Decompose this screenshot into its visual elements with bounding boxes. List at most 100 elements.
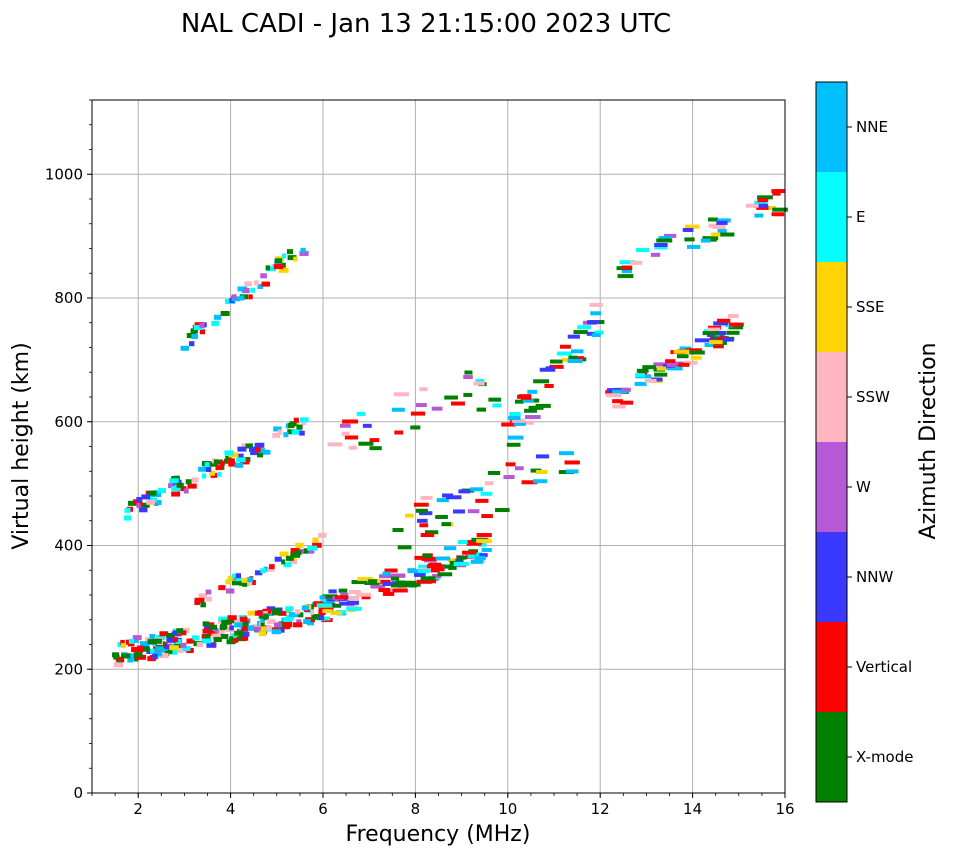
echo-point xyxy=(271,629,282,635)
echo-point xyxy=(250,450,260,456)
echo-point xyxy=(200,602,206,608)
echo-point xyxy=(198,466,207,472)
echo-point xyxy=(225,579,231,585)
x-tick-label: 14 xyxy=(683,800,702,818)
echo-point xyxy=(248,294,253,300)
echo-point xyxy=(539,367,556,372)
echo-point xyxy=(294,609,301,615)
y-tick-label: 1000 xyxy=(45,165,83,183)
echo-point xyxy=(635,247,650,252)
echo-point xyxy=(453,561,469,566)
echo-point xyxy=(356,411,366,416)
echo-point xyxy=(139,507,148,513)
echo-point xyxy=(342,419,359,424)
echo-point xyxy=(193,325,204,331)
echo-point xyxy=(505,462,516,467)
echo-point xyxy=(413,502,429,507)
echo-point xyxy=(260,273,267,279)
echo-point xyxy=(394,430,404,435)
echo-point xyxy=(612,389,628,394)
echo-point xyxy=(194,597,205,603)
echo-point xyxy=(724,323,734,328)
echo-point xyxy=(418,564,434,569)
echo-point xyxy=(313,614,320,620)
echo-point xyxy=(415,569,431,574)
echo-point xyxy=(152,653,158,659)
echo-point xyxy=(568,355,578,360)
echo-point xyxy=(419,387,428,392)
echo-point xyxy=(299,430,305,436)
echo-point xyxy=(234,619,243,625)
echo-point xyxy=(217,630,225,636)
echo-point xyxy=(285,555,294,561)
echo-point xyxy=(220,310,230,316)
echo-point xyxy=(388,573,405,578)
echo-point xyxy=(676,354,689,359)
echo-point xyxy=(334,595,349,600)
echo-point xyxy=(291,429,302,435)
echo-point xyxy=(261,281,271,287)
echo-point xyxy=(251,624,261,630)
echo-point xyxy=(654,245,668,250)
echo-point xyxy=(246,577,253,583)
echo-point xyxy=(250,287,255,293)
echo-point xyxy=(303,619,311,625)
echo-point xyxy=(458,489,471,494)
echo-point xyxy=(215,465,223,471)
echo-point xyxy=(247,610,257,616)
echo-point xyxy=(149,633,156,639)
echo-point xyxy=(405,513,414,518)
echo-point xyxy=(382,581,392,586)
echo-point xyxy=(495,508,510,513)
echo-point xyxy=(401,580,417,585)
echo-point xyxy=(117,657,125,663)
echo-point xyxy=(288,612,299,618)
echo-point xyxy=(713,321,729,326)
echo-point xyxy=(169,645,179,651)
echo-point xyxy=(549,364,564,369)
echo-point xyxy=(273,264,284,270)
echo-point xyxy=(457,539,468,544)
echo-point xyxy=(431,567,445,572)
echo-point xyxy=(524,408,537,413)
echo-point xyxy=(727,314,739,319)
echo-point xyxy=(177,647,184,653)
echo-point xyxy=(180,345,189,351)
echo-point xyxy=(159,631,169,637)
echo-point xyxy=(273,607,281,613)
echo-point xyxy=(206,642,217,648)
echo-point xyxy=(414,555,429,560)
echo-point xyxy=(196,641,204,647)
y-tick-label: 600 xyxy=(54,413,83,431)
echo-point xyxy=(185,479,192,485)
echo-point xyxy=(143,644,150,650)
x-tick-label: 12 xyxy=(591,800,610,818)
echo-point xyxy=(414,572,426,577)
echo-point xyxy=(341,431,350,436)
echo-point xyxy=(524,415,541,420)
echo-point xyxy=(124,507,131,513)
echo-point xyxy=(479,553,488,558)
echo-point xyxy=(509,412,521,417)
echo-point xyxy=(330,610,342,615)
echo-point xyxy=(224,450,234,456)
echo-point xyxy=(390,576,400,581)
echo-point xyxy=(201,634,206,640)
echo-point xyxy=(225,588,235,594)
echo-point xyxy=(258,448,266,454)
echo-point xyxy=(685,224,700,229)
x-tick-label: 6 xyxy=(318,800,328,818)
echo-point xyxy=(571,349,584,354)
echo-point xyxy=(355,592,372,597)
echo-point xyxy=(565,469,579,474)
echo-point xyxy=(172,649,178,655)
colorbar-category-label: NNW xyxy=(856,568,893,586)
echo-point xyxy=(391,407,405,412)
echo-point xyxy=(544,383,554,388)
echo-point xyxy=(318,610,326,616)
echo-point xyxy=(533,479,548,484)
echo-point xyxy=(577,325,591,330)
echo-point xyxy=(410,425,421,430)
echo-point xyxy=(556,351,572,356)
echo-point xyxy=(254,570,263,576)
